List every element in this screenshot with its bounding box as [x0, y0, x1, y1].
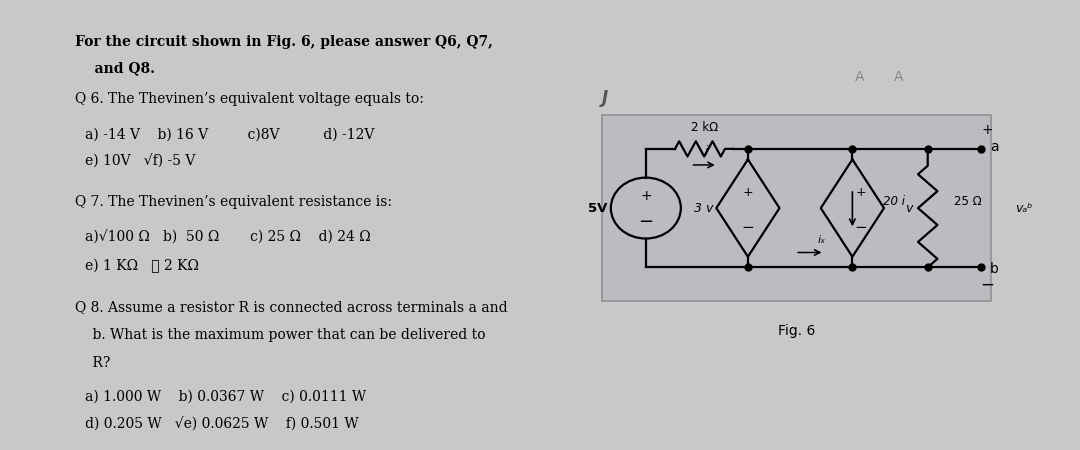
Text: −: − [980, 276, 994, 294]
Text: +: + [743, 185, 753, 198]
Text: a) 1.000 W    b) 0.0367 W    c) 0.0111 W: a) 1.000 W b) 0.0367 W c) 0.0111 W [85, 390, 366, 404]
Text: e) 1 KΩ   Ⓕ 2 KΩ: e) 1 KΩ Ⓕ 2 KΩ [85, 258, 199, 273]
Text: +: + [855, 185, 866, 198]
Text: d) 0.205 W   √e) 0.0625 W    f) 0.501 W: d) 0.205 W √e) 0.0625 W f) 0.501 W [85, 418, 359, 432]
Text: Q 8. Assume a resistor R is connected across terminals a and: Q 8. Assume a resistor R is connected ac… [75, 300, 508, 314]
Text: Q 6. The Thevinen’s equivalent voltage equals to:: Q 6. The Thevinen’s equivalent voltage e… [75, 92, 423, 106]
Text: +: + [640, 189, 651, 203]
Text: Fig. 6: Fig. 6 [778, 324, 815, 338]
Text: A: A [894, 70, 903, 84]
Text: A: A [855, 70, 864, 84]
Text: iₓ: iₓ [818, 235, 826, 245]
FancyBboxPatch shape [603, 115, 991, 301]
Text: a) -14 V    b) 16 V         c)8V          d) -12V: a) -14 V b) 16 V c)8V d) -12V [85, 127, 375, 141]
Text: 3 v: 3 v [694, 202, 714, 215]
Text: Q 7. The Thevinen’s equivalent resistance is:: Q 7. The Thevinen’s equivalent resistanc… [75, 195, 392, 209]
Text: R?: R? [75, 356, 110, 370]
Text: i: i [705, 145, 708, 158]
Text: 2 kΩ: 2 kΩ [690, 121, 718, 134]
Text: −: − [638, 212, 653, 230]
Text: −: − [742, 220, 754, 234]
Text: and Q8.: and Q8. [75, 61, 154, 75]
Text: a)√100 Ω   b)  50 Ω       c) 25 Ω    d) 24 Ω: a)√100 Ω b) 50 Ω c) 25 Ω d) 24 Ω [85, 231, 370, 245]
Text: 5V: 5V [588, 202, 607, 215]
Text: vₐᵇ: vₐᵇ [1015, 202, 1032, 215]
Text: J: J [602, 89, 608, 107]
Text: a: a [990, 140, 999, 154]
Text: b: b [990, 262, 999, 276]
Text: 20 i: 20 i [882, 195, 905, 208]
Text: For the circuit shown in Fig. 6, please answer Q6, Q7,: For the circuit shown in Fig. 6, please … [75, 35, 492, 49]
Text: v: v [905, 202, 913, 215]
Text: +: + [982, 123, 993, 137]
Text: b. What is the maximum power that can be delivered to: b. What is the maximum power that can be… [75, 328, 485, 342]
Text: 25 Ω: 25 Ω [955, 195, 982, 208]
Text: −: − [854, 220, 867, 234]
Text: e) 10V   √f) -5 V: e) 10V √f) -5 V [85, 155, 195, 169]
